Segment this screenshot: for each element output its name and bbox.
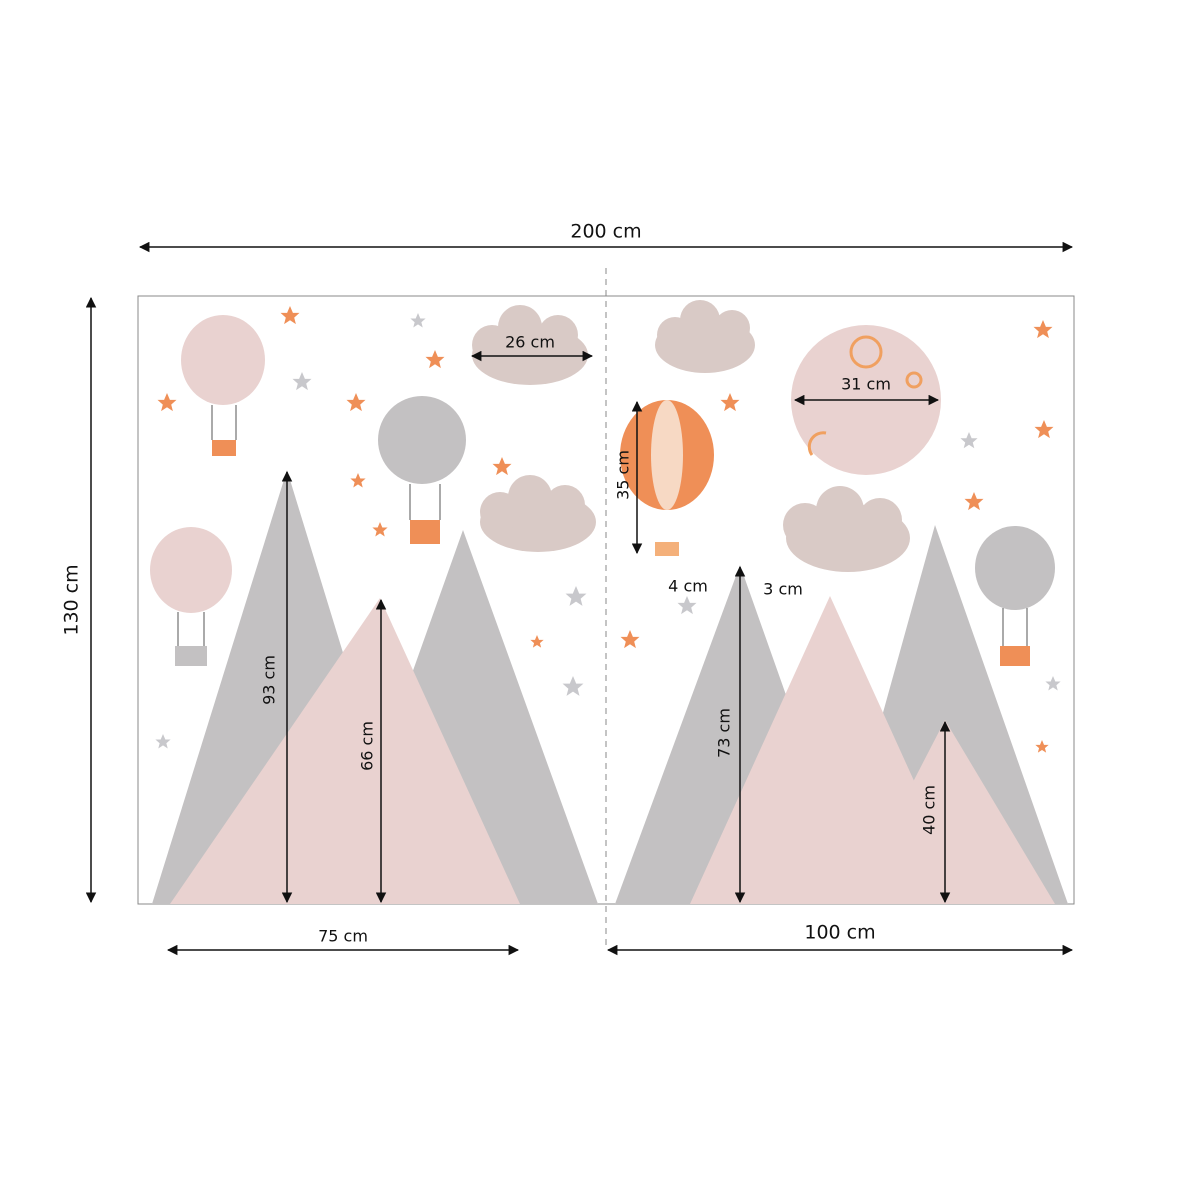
decoration-g [783, 486, 910, 572]
decoration-g [150, 527, 232, 666]
decoration-circle [816, 486, 864, 534]
decoration-circle [783, 503, 827, 547]
dimension-labels: 200 cm 130 cm 75 cm 100 cm 26 cm 31 cm 3… [61, 221, 939, 946]
decoration-rect [175, 646, 207, 666]
right-panel-width: 100 cm [804, 922, 875, 944]
decoration-rect [410, 520, 440, 544]
decoration-circle [378, 396, 466, 484]
mountain-height: 40 cm [920, 785, 939, 835]
decoration-circle [538, 315, 578, 355]
decoration-polygon [850, 720, 1055, 904]
mountain-height: 93 cm [260, 655, 279, 705]
decoration-circle [858, 498, 902, 542]
star-large: 4 cm [668, 577, 708, 596]
left-panel-width: 75 cm [318, 927, 368, 946]
decoration-g [378, 396, 466, 544]
total-width: 200 cm [570, 221, 641, 243]
decoration-circle [905, 371, 923, 389]
clouds [472, 300, 910, 572]
decoration-rect [212, 440, 236, 456]
decoration-g [620, 400, 714, 556]
total-height: 130 cm [61, 564, 83, 635]
decoration-circle [480, 492, 520, 532]
decoration-g [975, 526, 1055, 666]
decoration-ellipse [150, 527, 232, 613]
balloons [150, 315, 1055, 666]
mountain-height: 66 cm [358, 721, 377, 771]
mountain-height: 73 cm [715, 708, 734, 758]
decoration-g [480, 475, 596, 552]
decoration-circle [545, 485, 585, 525]
star-small: 3 cm [763, 580, 803, 599]
decoration-circle [849, 335, 883, 369]
decoration-ellipse [651, 400, 683, 510]
decoration-g [181, 315, 265, 456]
dimension-lines [85, 241, 1074, 956]
decoration-g [655, 300, 755, 373]
decoration-rect [655, 542, 679, 556]
decoration-rect [1000, 646, 1030, 666]
decoration-circle [657, 317, 693, 353]
decoration-polygon [170, 598, 520, 904]
moon-width: 31 cm [841, 375, 891, 394]
decoration-ellipse [975, 526, 1055, 610]
decoration-path [807, 431, 827, 456]
balloon-height: 35 cm [614, 450, 633, 500]
decoration-circle [714, 310, 750, 346]
cloud-width: 26 cm [505, 333, 555, 352]
decoration-ellipse [181, 315, 265, 405]
